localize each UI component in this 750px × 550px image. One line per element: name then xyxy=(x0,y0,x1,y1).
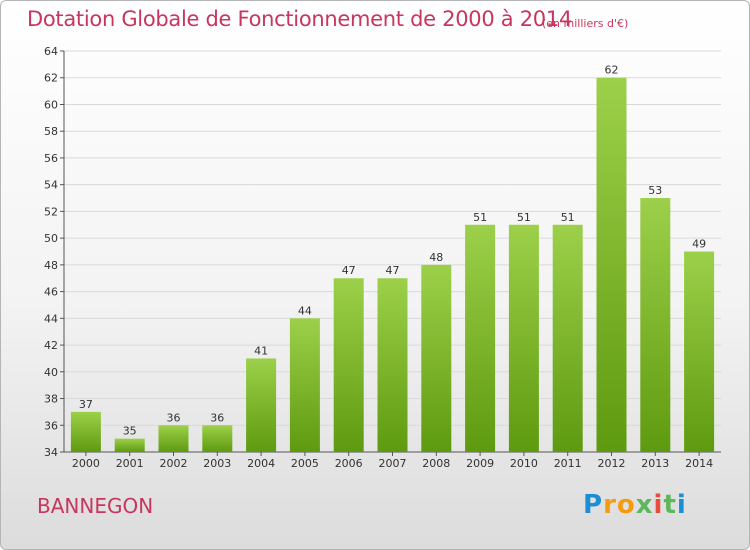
data-label-2006: 47 xyxy=(342,264,356,277)
bar-2012 xyxy=(596,77,627,452)
bars xyxy=(70,77,715,452)
y-tick-label: 50 xyxy=(44,232,58,245)
data-label-2003: 36 xyxy=(210,411,224,424)
chart-title: Dotation Globale de Fonctionnement de 20… xyxy=(27,7,572,31)
logo-letter: t xyxy=(663,490,677,520)
bar-2013 xyxy=(640,198,671,452)
y-tick-label: 42 xyxy=(44,339,58,352)
x-tick-label-2009: 2009 xyxy=(466,457,494,470)
logo-letter: r xyxy=(603,490,617,520)
data-label-2012: 62 xyxy=(605,64,619,77)
y-tick-label: 52 xyxy=(44,205,58,218)
bar-2011 xyxy=(552,224,583,452)
x-tick-label-2004: 2004 xyxy=(247,457,275,470)
commune-name: BANNEGON xyxy=(37,494,154,518)
bar-2006 xyxy=(333,278,364,452)
data-label-2013: 53 xyxy=(648,184,662,197)
logo-letter: x xyxy=(635,490,654,520)
data-label-2004: 41 xyxy=(254,344,268,357)
bar-2008 xyxy=(421,264,452,452)
x-tick-label-2005: 2005 xyxy=(291,457,319,470)
x-tick-label-2001: 2001 xyxy=(116,457,144,470)
x-tick-label-2008: 2008 xyxy=(422,457,450,470)
x-tick-label-2002: 2002 xyxy=(160,457,188,470)
bar-2004 xyxy=(246,358,277,452)
labels: 34 36 38 40 42 44 46 48 50 52 54 56 58 60 62 64 37 2000 35… xyxy=(44,45,713,470)
data-label-2009: 51 xyxy=(473,211,487,224)
bar-2001 xyxy=(114,438,145,452)
data-label-2014: 49 xyxy=(692,238,706,251)
logo-letter: i xyxy=(653,490,664,520)
y-tick-label: 40 xyxy=(44,366,58,379)
y-tick-label: 36 xyxy=(44,419,58,432)
proxiti-logo: Proxiti xyxy=(583,490,687,520)
x-tick-label-2014: 2014 xyxy=(685,457,713,470)
bar-2007 xyxy=(377,278,408,452)
y-tick-label: 62 xyxy=(44,72,58,85)
bar-2002 xyxy=(158,425,189,452)
data-label-2008: 48 xyxy=(429,251,443,264)
x-tick-label-2013: 2013 xyxy=(641,457,669,470)
data-label-2005: 44 xyxy=(298,304,312,317)
bar-2014 xyxy=(684,251,715,452)
y-tick-label: 38 xyxy=(44,393,58,406)
y-tick-label: 44 xyxy=(44,312,58,325)
x-tick-label-2000: 2000 xyxy=(72,457,100,470)
bar-2000 xyxy=(70,411,101,452)
logo-letter: i xyxy=(676,490,687,520)
data-label-2011: 51 xyxy=(561,211,575,224)
y-tick-label: 46 xyxy=(44,286,58,299)
y-tick-label: 34 xyxy=(44,446,58,459)
x-tick-label-2007: 2007 xyxy=(379,457,407,470)
bar-2003 xyxy=(202,425,233,452)
data-label-2000: 37 xyxy=(79,398,93,411)
logo-letter: o xyxy=(616,490,636,520)
data-label-2007: 47 xyxy=(386,264,400,277)
y-tick-label: 48 xyxy=(44,259,58,272)
x-tick-label-2003: 2003 xyxy=(203,457,231,470)
bar-2005 xyxy=(289,318,320,452)
x-tick-label-2012: 2012 xyxy=(598,457,626,470)
bar-2010 xyxy=(508,224,539,452)
bar-2009 xyxy=(465,224,496,452)
y-tick-label: 56 xyxy=(44,152,58,165)
x-tick-label-2011: 2011 xyxy=(554,457,582,470)
logo-letter: P xyxy=(583,490,604,520)
x-tick-label-2010: 2010 xyxy=(510,457,538,470)
data-label-2001: 35 xyxy=(123,425,137,438)
y-tick-label: 60 xyxy=(44,98,58,111)
x-tick-label-2006: 2006 xyxy=(335,457,363,470)
data-label-2002: 36 xyxy=(167,411,181,424)
chart-subtitle: (en milliers d'€) xyxy=(542,17,629,30)
y-tick-label: 54 xyxy=(44,179,58,192)
data-label-2010: 51 xyxy=(517,211,531,224)
y-tick-label: 64 xyxy=(44,45,58,58)
y-tick-label: 58 xyxy=(44,125,58,138)
